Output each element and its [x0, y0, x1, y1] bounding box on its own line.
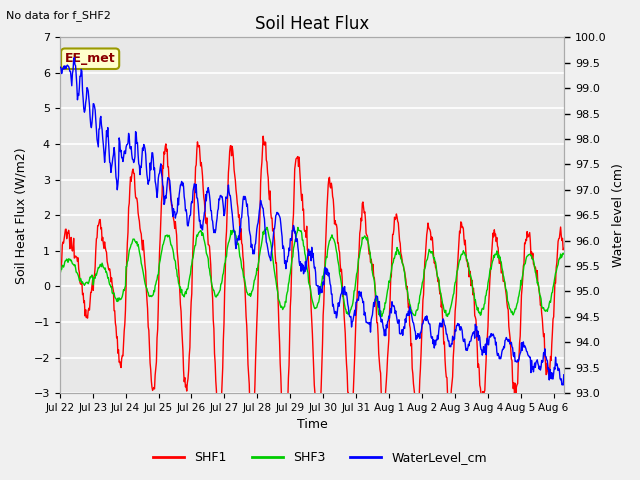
Text: EE_met: EE_met	[65, 52, 115, 65]
Y-axis label: Water level (cm): Water level (cm)	[612, 163, 625, 267]
Text: No data for f_SHF2: No data for f_SHF2	[6, 10, 111, 21]
Title: Soil Heat Flux: Soil Heat Flux	[255, 15, 369, 33]
Legend: SHF1, SHF3, WaterLevel_cm: SHF1, SHF3, WaterLevel_cm	[148, 446, 492, 469]
Y-axis label: Soil Heat Flux (W/m2): Soil Heat Flux (W/m2)	[15, 147, 28, 284]
X-axis label: Time: Time	[297, 419, 328, 432]
